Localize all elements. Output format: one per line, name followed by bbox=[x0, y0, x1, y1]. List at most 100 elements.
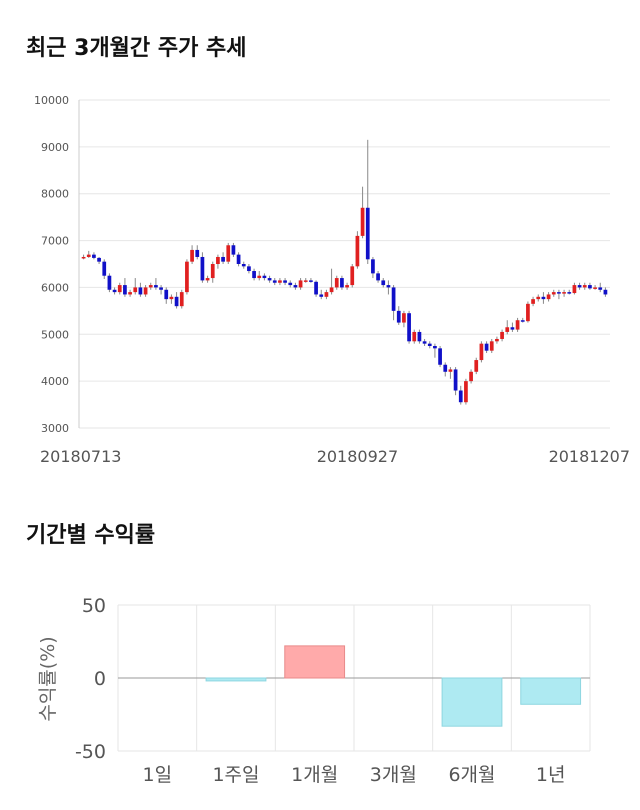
candle-body bbox=[81, 256, 86, 259]
price-candle bbox=[598, 282, 603, 293]
candle-body bbox=[257, 275, 262, 279]
candle-body bbox=[376, 273, 380, 281]
price-candle bbox=[97, 256, 101, 264]
price-candle bbox=[453, 367, 458, 396]
candle-body bbox=[252, 271, 256, 279]
candle-body bbox=[422, 341, 427, 344]
price-candle bbox=[200, 252, 205, 283]
candle-body bbox=[221, 256, 225, 262]
price-candle bbox=[159, 285, 163, 295]
price-y-tick-label: 3000 bbox=[41, 422, 69, 435]
candle-body bbox=[293, 285, 298, 288]
candle-body bbox=[386, 285, 391, 288]
candle-body bbox=[210, 264, 215, 279]
candle-body bbox=[453, 369, 458, 391]
candle-body bbox=[567, 292, 572, 294]
price-candle bbox=[278, 278, 282, 286]
candle-body bbox=[288, 282, 293, 286]
candle-body bbox=[551, 292, 556, 295]
price-candle bbox=[536, 294, 541, 302]
return-chart-bars bbox=[205, 645, 582, 727]
price-candle bbox=[123, 278, 127, 297]
candle-body bbox=[510, 327, 515, 330]
candle-body bbox=[262, 275, 267, 279]
price-candle bbox=[572, 282, 577, 295]
candle-body bbox=[128, 292, 132, 295]
price-candle bbox=[226, 242, 231, 264]
price-candle bbox=[267, 275, 272, 283]
candle-body bbox=[86, 254, 91, 257]
candle-body bbox=[117, 285, 122, 293]
candle-body bbox=[458, 390, 463, 403]
candle-body bbox=[159, 287, 163, 290]
candle-body bbox=[329, 287, 334, 293]
candle-body bbox=[309, 280, 313, 282]
price-candle bbox=[562, 289, 566, 297]
price-candle bbox=[427, 341, 432, 349]
price-candle bbox=[283, 278, 287, 286]
price-candle bbox=[531, 296, 535, 307]
price-candle bbox=[588, 282, 592, 290]
price-candle bbox=[92, 252, 96, 260]
price-y-tick-label: 4000 bbox=[41, 375, 69, 388]
candle-body bbox=[396, 310, 401, 323]
candle-body bbox=[391, 287, 396, 311]
candle-body bbox=[371, 259, 375, 274]
candle-body bbox=[572, 285, 577, 294]
candle-body bbox=[407, 313, 411, 342]
price-candle bbox=[252, 268, 256, 281]
return-chart-gridlines bbox=[117, 604, 591, 752]
candle-body bbox=[133, 287, 138, 293]
candle-body bbox=[164, 289, 169, 300]
candle-body bbox=[340, 278, 344, 288]
price-candle bbox=[386, 280, 391, 295]
price-x-tick-label: 20180927 bbox=[317, 447, 398, 466]
price-candle bbox=[102, 259, 107, 279]
candle-body bbox=[469, 371, 473, 382]
price-chart-candles bbox=[81, 139, 608, 405]
price-candle bbox=[464, 378, 468, 405]
candle-body bbox=[505, 327, 510, 332]
price-candle bbox=[365, 139, 370, 264]
candle-body bbox=[588, 285, 592, 289]
price-chart-gridlines bbox=[78, 99, 610, 429]
candle-body bbox=[92, 254, 96, 258]
price-candle bbox=[143, 285, 148, 297]
price-candle bbox=[360, 186, 365, 239]
price-candle bbox=[515, 317, 520, 332]
candle-body bbox=[546, 294, 551, 300]
price-candle bbox=[231, 242, 236, 257]
candle-body bbox=[479, 343, 484, 361]
return-chart-y-axis-label: 수익률(%) bbox=[37, 636, 59, 721]
price-candle bbox=[86, 250, 91, 258]
price-candle bbox=[567, 289, 572, 295]
price-candle bbox=[81, 254, 86, 260]
price-candle bbox=[107, 273, 112, 293]
price-candle bbox=[148, 282, 153, 290]
candle-body bbox=[531, 299, 535, 304]
period-return-title: 기간별 수익률 bbox=[26, 523, 156, 548]
return-x-tick-label: 1년 bbox=[536, 764, 566, 786]
candle-body bbox=[582, 285, 587, 288]
price-candle bbox=[236, 252, 241, 267]
return-chart-x-ticks: 1일 1주일 1개월 3개월 6개월 1년 bbox=[143, 764, 566, 786]
return-chart-y-ticks: 50 0 -50 bbox=[75, 595, 106, 763]
candle-body bbox=[190, 249, 194, 262]
price-y-tick-label: 10000 bbox=[34, 94, 69, 107]
price-candle bbox=[526, 301, 530, 323]
candle-body bbox=[489, 341, 494, 351]
price-candle bbox=[484, 341, 489, 354]
candle-body bbox=[443, 364, 448, 372]
price-candle bbox=[593, 285, 597, 290]
candle-body bbox=[102, 261, 107, 276]
price-candle bbox=[190, 245, 194, 264]
price-candle bbox=[438, 346, 442, 368]
candle-body bbox=[520, 320, 525, 322]
candle-body bbox=[231, 245, 236, 255]
price-candle bbox=[520, 317, 525, 323]
price-candle bbox=[412, 329, 417, 344]
candle-body bbox=[495, 338, 499, 342]
candle-body bbox=[598, 287, 603, 290]
price-candle bbox=[262, 273, 267, 281]
return-y-tick-label: -50 bbox=[75, 741, 106, 763]
